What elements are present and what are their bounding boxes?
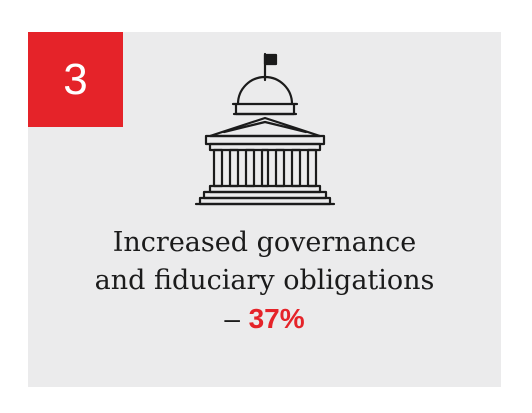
caption-line-2: and fiduciary obligations (94, 265, 435, 296)
caption-dash: – (224, 303, 240, 334)
caption-line-1: Increased governance (112, 227, 417, 258)
stat-percentage: 37% (248, 303, 305, 334)
badge-number: 3 (63, 54, 88, 104)
caption-line-3: – 37% (28, 300, 501, 339)
government-building-icon (194, 52, 336, 206)
caption: Increased governance and fiduciary oblig… (28, 224, 501, 339)
number-badge: 3 (28, 32, 123, 127)
